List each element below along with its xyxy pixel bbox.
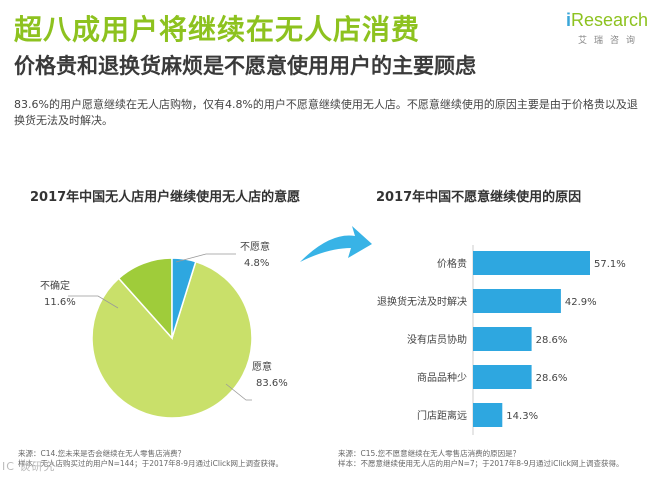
bar-category-label-5: 门店距离远 [417, 409, 467, 422]
pie-leader-line-1 [225, 383, 252, 401]
footnote-right: 来源：C15.您不愿意继续在无人零售店消费的原因是？ 样本：不愿意继续使用无人店… [338, 449, 623, 469]
pie-slice-label-2: 不确定 [40, 279, 70, 292]
arrow-icon [300, 226, 372, 262]
pie-slice-label-1: 愿意 [252, 360, 272, 373]
bar-category-label-2: 退换货无法及时解决 [377, 295, 467, 308]
bar-4 [473, 365, 532, 389]
bar-chart-title: 2017年中国不愿意继续使用的原因 [376, 190, 582, 205]
bar-category-label-1: 价格贵 [437, 257, 467, 270]
logo-subtitle: 艾瑞咨询 [577, 36, 642, 46]
bar-3 [473, 327, 532, 351]
pie-leader-line-3 [175, 253, 236, 263]
footnote-left: 来源：C14.您未来是否会继续在无人零售店消费？ 样本：无人店购买过的用户N=1… [18, 449, 283, 469]
pie-slice-label-3: 不愿意 [240, 240, 270, 253]
bar-value-label-2: 42.9% [565, 297, 597, 308]
page-title: 超八成用户将继续在无人店消费 [14, 13, 421, 46]
footnote-right-source: 来源：C15.您不愿意继续在无人零售店消费的原因是？ [338, 449, 521, 458]
pie-slice-value-1: 83.6% [256, 378, 288, 389]
bar-5 [473, 403, 503, 427]
pie-slice-3 [171, 257, 197, 339]
footnote-right-sample: 样本：不愿意继续使用无人店的用户N=7；于2017年8-9月通过iClick网上… [338, 459, 624, 468]
bar-value-label-3: 28.6% [536, 335, 568, 346]
logo-rest: Research [570, 10, 648, 30]
bar-value-label-1: 57.1% [594, 259, 626, 270]
footnote-left-source: 来源：C14.您未来是否会继续在无人零售店消费？ [18, 449, 186, 458]
page-subtitle: 价格贵和退换货麻烦是不愿意使用用户的主要顾虑 [14, 54, 476, 78]
pie-slice-value-3: 4.8% [244, 258, 269, 269]
watermark-text: IC 谈研究 [2, 460, 56, 473]
bar-category-label-3: 没有店员协助 [407, 333, 467, 346]
bar-value-label-5: 14.3% [506, 411, 538, 422]
pie-leader-line-2 [68, 295, 119, 309]
pie-slice-value-2: 11.6% [44, 297, 76, 308]
bar-2 [473, 289, 561, 313]
bar-chart: 价格贵 57.1% 退换货无法及时解决 42.9% 没有店员协助 28.6% 商品品种少 28… [377, 245, 626, 435]
iresearch-logo: iResearch 艾瑞咨询 [548, 10, 648, 50]
footnote-left-sample: 样本：无人店购买过的用户N=144；于2017年8-9月通过iClick网上调查… [18, 459, 283, 468]
bar-category-label-4: 商品品种少 [417, 371, 467, 384]
pie-chart: 愿意 83.6% 不确定 11.6% 不愿意 4.8% [40, 240, 288, 419]
pie-chart-title: 2017年中国无人店用户继续使用无人店的意愿 [30, 190, 301, 205]
bar-1 [473, 251, 590, 275]
bar-value-label-4: 28.6% [536, 373, 568, 384]
logo-wordmark: iResearch [566, 10, 648, 31]
logo-i: i [565, 10, 571, 30]
pie-slice-1 [91, 260, 253, 419]
description-text: 83.6%的用户愿意继续在无人店购物，仅有4.8%的用户不愿意继续使用无人店。不… [14, 98, 638, 127]
